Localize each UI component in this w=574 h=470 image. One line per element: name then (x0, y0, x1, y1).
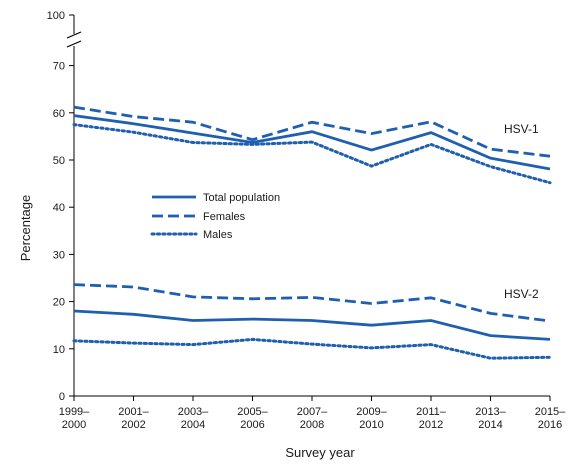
legend-label-total-population: Total population (203, 192, 280, 204)
series-line-hsv-1-males (72, 123, 552, 185)
labels-layer: HSV-1 HSV-2 (504, 122, 539, 301)
x-tick-label: 1999– 2000 (59, 406, 90, 431)
series-line-hsv-2-total-population (73, 309, 551, 341)
y-tick-label: 0 (59, 391, 65, 403)
y-axis-title: Percentage (18, 195, 33, 262)
y-tick-label: 20 (53, 297, 65, 309)
x-tick-label: 2003– 2004 (178, 406, 209, 431)
y-tick-label: 60 (53, 108, 65, 120)
group-label-hsv-1: HSV-1 (504, 122, 539, 136)
y-tick-label: 70 (53, 61, 65, 73)
y-tick-label: 10 (53, 344, 65, 356)
legend-label-males: Males (203, 229, 233, 241)
x-tick-label: 2015– 2016 (535, 406, 566, 431)
y-tick-label: 100 (47, 10, 65, 22)
axis-break-mark (66, 40, 82, 48)
legend-label-females: Females (203, 211, 246, 223)
x-tick-label: 2001– 2002 (118, 406, 149, 431)
x-tick-label: 2005– 2006 (237, 406, 268, 431)
x-tick-label: 2013– 2014 (475, 406, 506, 431)
y-tick-label: 30 (53, 249, 65, 261)
series-line-hsv-1-females (73, 105, 551, 158)
y-tick-label: 40 (53, 202, 65, 214)
x-axis-title: Survey year (285, 445, 355, 460)
x-tick-label: 2009– 2010 (356, 406, 387, 431)
axis-break-mark (66, 31, 82, 39)
y-tick-label: 50 (53, 155, 65, 167)
axes: 0 10 20 30 40 50 60 70 100 1999– 2000 2001– 2002 2003… (18, 10, 566, 460)
x-tick-label: 2011– 2012 (416, 406, 447, 431)
x-tick-label: 2007– 2008 (297, 406, 328, 431)
group-label-hsv-2: HSV-2 (504, 287, 539, 301)
series-line-hsv-2-males (72, 337, 552, 360)
legend: Total population Females Males (150, 192, 280, 241)
series-line-hsv-1-total-population (73, 114, 551, 171)
series-layer (72, 105, 552, 360)
